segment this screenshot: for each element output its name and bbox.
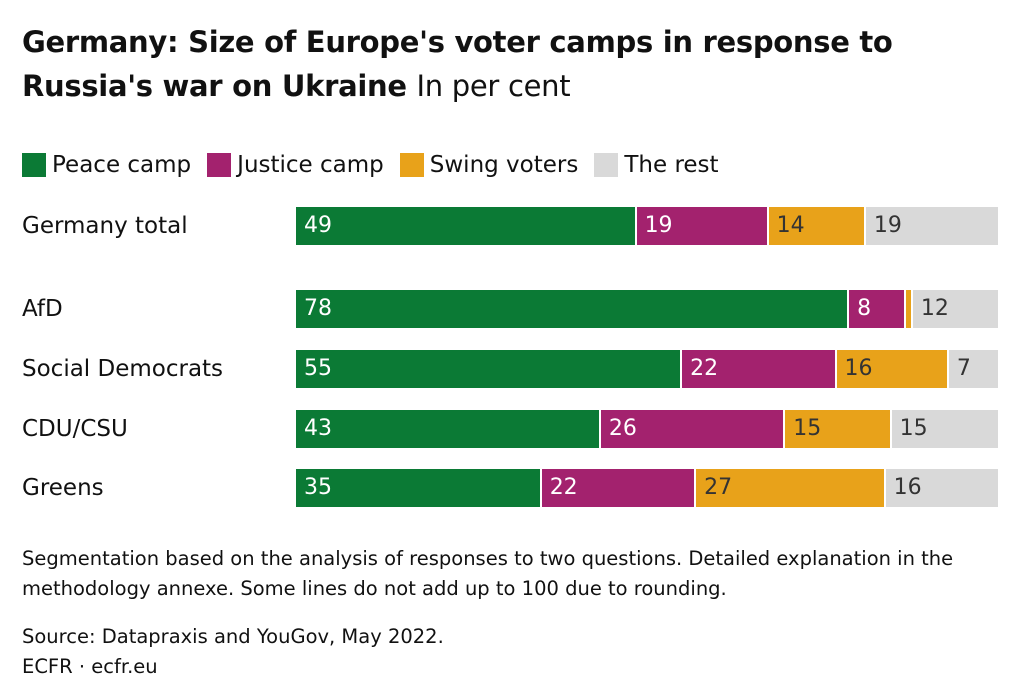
bar-segment: 12 bbox=[912, 290, 998, 328]
legend-item: Swing voters bbox=[399, 152, 579, 178]
bar-segment: 78 bbox=[296, 290, 850, 328]
legend: Peace camp Justice camp Swing voters The re… bbox=[22, 148, 735, 182]
bar-segment: 26 bbox=[600, 410, 786, 448]
legend-swatch bbox=[594, 153, 619, 177]
legend-swatch bbox=[399, 153, 424, 177]
bar-segment: 35 bbox=[296, 469, 542, 507]
bar-segment bbox=[905, 290, 913, 328]
bar-row: 35 22 27 16 bbox=[296, 469, 998, 507]
brand-credit: ECFR · ecfr.eu bbox=[22, 655, 158, 678]
bar-row: 55 22 16 7 bbox=[296, 350, 998, 388]
legend-label: Justice camp bbox=[237, 152, 384, 178]
bar-segment: 49 bbox=[296, 207, 637, 245]
chart-title: Germany: Size of Europe's voter camps in… bbox=[22, 20, 1002, 108]
bar-segment: 14 bbox=[768, 207, 866, 245]
bar-segment: 22 bbox=[682, 350, 837, 388]
bar-segment: 19 bbox=[865, 207, 998, 245]
bar-row: 43 26 15 15 bbox=[296, 410, 998, 448]
chart-unit: In per cent bbox=[416, 69, 571, 103]
category-label: Social Democrats bbox=[22, 356, 224, 382]
category-label: CDU/CSU bbox=[22, 416, 128, 442]
category-label: AfD bbox=[22, 296, 63, 322]
bar-row: 49 19 14 19 bbox=[296, 207, 998, 245]
legend-item: Peace camp bbox=[22, 152, 191, 178]
chart-title-text: Germany: Size of Europe's voter camps in… bbox=[22, 25, 893, 103]
bar-segment: 15 bbox=[785, 410, 892, 448]
bar-segment: 15 bbox=[891, 410, 998, 448]
bar-segment: 27 bbox=[696, 469, 886, 507]
legend-swatch bbox=[207, 153, 232, 177]
legend-label: Peace camp bbox=[52, 152, 192, 178]
legend-item: Justice camp bbox=[207, 152, 384, 178]
bar-row: 78 8 12 bbox=[296, 290, 998, 328]
bar-segment: 43 bbox=[296, 410, 601, 448]
bar-segment: 8 bbox=[849, 290, 906, 328]
chart-source: Source: Datapraxis and YouGov, May 2022. bbox=[22, 625, 444, 648]
legend-label: The rest bbox=[624, 152, 719, 178]
category-label: Greens bbox=[22, 475, 104, 501]
bar-segment: 19 bbox=[636, 207, 769, 245]
chart-note: Segmentation based on the analysis of re… bbox=[22, 547, 954, 600]
legend-swatch bbox=[22, 153, 46, 177]
bar-segment: 7 bbox=[948, 350, 998, 388]
bar-segment: 22 bbox=[541, 469, 697, 507]
bar-segment: 16 bbox=[836, 350, 949, 388]
category-label: Germany total bbox=[22, 213, 188, 239]
legend-item: The rest bbox=[594, 152, 719, 178]
legend-label: Swing voters bbox=[429, 152, 579, 178]
bar-segment: 16 bbox=[885, 469, 998, 507]
bar-segment: 55 bbox=[296, 350, 683, 388]
